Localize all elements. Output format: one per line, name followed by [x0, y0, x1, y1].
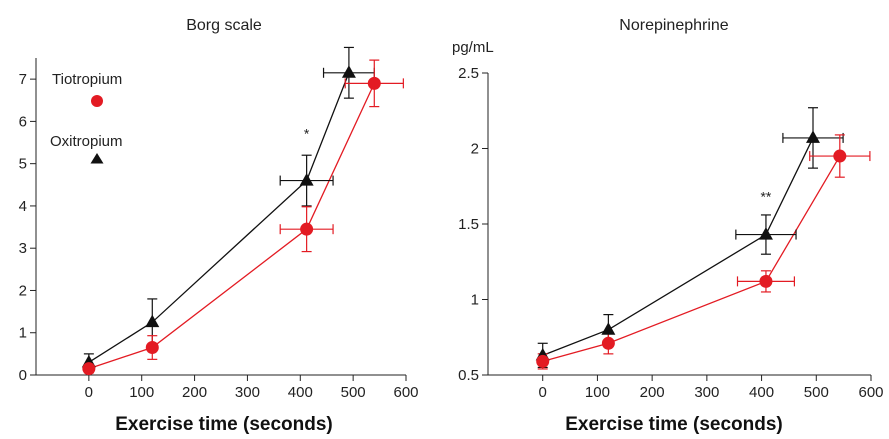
significance-annotation: **	[760, 188, 771, 204]
x-tick-label: 0	[85, 384, 93, 401]
data-point-oxitropium	[758, 227, 773, 240]
significance-annotation: *	[304, 125, 310, 141]
norepinephrine-chart-title: Norepinephrine	[619, 17, 729, 34]
x-tick-label: 200	[182, 384, 207, 401]
x-tick-label: 0	[539, 384, 547, 401]
series-line-oxitropium	[542, 137, 814, 356]
y-tick-label: 1	[19, 325, 27, 342]
data-point-tiotropium	[300, 222, 314, 236]
data-point-tiotropium	[145, 341, 159, 355]
y-tick-label: 1	[471, 292, 479, 309]
y-tick-label: 6	[19, 113, 27, 130]
x-tick-label: 100	[129, 384, 154, 401]
borg-scale-plot: 0 100 200 300 400 500 600 0 1 2 3 4 5 6 7 *	[19, 46, 419, 401]
legend-label-oxitropium: Oxitropium	[50, 133, 123, 150]
series-line-tiotropium	[88, 83, 375, 370]
y-tick-label: 2	[471, 141, 479, 158]
legend: Tiotropium Oxitropium	[50, 71, 123, 164]
data-point-oxitropium	[145, 314, 160, 328]
data-point-oxitropium	[341, 65, 356, 78]
x-tick-label: 500	[341, 384, 366, 401]
x-tick-label: 400	[288, 384, 313, 401]
borg-x-axis-label: Exercise time (seconds)	[115, 414, 333, 435]
y-tick-label: 4	[19, 198, 27, 215]
data-point-tiotropium	[601, 336, 615, 350]
data-point-tiotropium	[833, 149, 847, 163]
data-point-tiotropium	[536, 354, 550, 368]
y-tick-label: 2.5	[458, 65, 479, 82]
data-point-oxitropium	[299, 173, 314, 186]
y-tick-label: 7	[19, 71, 27, 88]
norepinephrine-plot: 0 100 200 300 400 500 600 0.5 1 1.5 2 2.5 **	[458, 65, 883, 401]
y-tick-label: 3	[19, 240, 27, 257]
y-tick-label: 2	[19, 282, 27, 299]
data-point-oxitropium	[601, 322, 616, 335]
norepinephrine-unit-label: pg/mL	[452, 39, 494, 56]
x-tick-label: 600	[393, 384, 418, 401]
x-tick-label: 300	[235, 384, 260, 401]
x-tick-label: 200	[640, 384, 665, 401]
legend-marker-oxitropium	[90, 153, 104, 164]
y-tick-label: 0.5	[458, 367, 479, 384]
legend-label-tiotropium: Tiotropium	[52, 71, 122, 88]
series-line-tiotropium	[542, 155, 841, 363]
x-tick-label: 300	[694, 384, 719, 401]
data-point-oxitropium	[806, 130, 821, 143]
x-tick-label: 600	[858, 384, 883, 401]
data-point-tiotropium	[367, 76, 381, 90]
x-tick-label: 400	[749, 384, 774, 401]
norepinephrine-x-axis-label: Exercise time (seconds)	[565, 414, 783, 435]
legend-marker-tiotropium	[91, 95, 103, 107]
y-tick-label: 1.5	[458, 216, 479, 233]
data-point-tiotropium	[82, 362, 96, 376]
x-tick-label: 500	[804, 384, 829, 401]
data-point-tiotropium	[759, 274, 773, 288]
y-tick-label: 5	[19, 156, 27, 173]
borg-chart-title: Borg scale	[186, 17, 262, 34]
series-line-oxitropium	[88, 72, 350, 363]
x-tick-label: 100	[585, 384, 610, 401]
y-tick-label: 0	[19, 367, 27, 384]
